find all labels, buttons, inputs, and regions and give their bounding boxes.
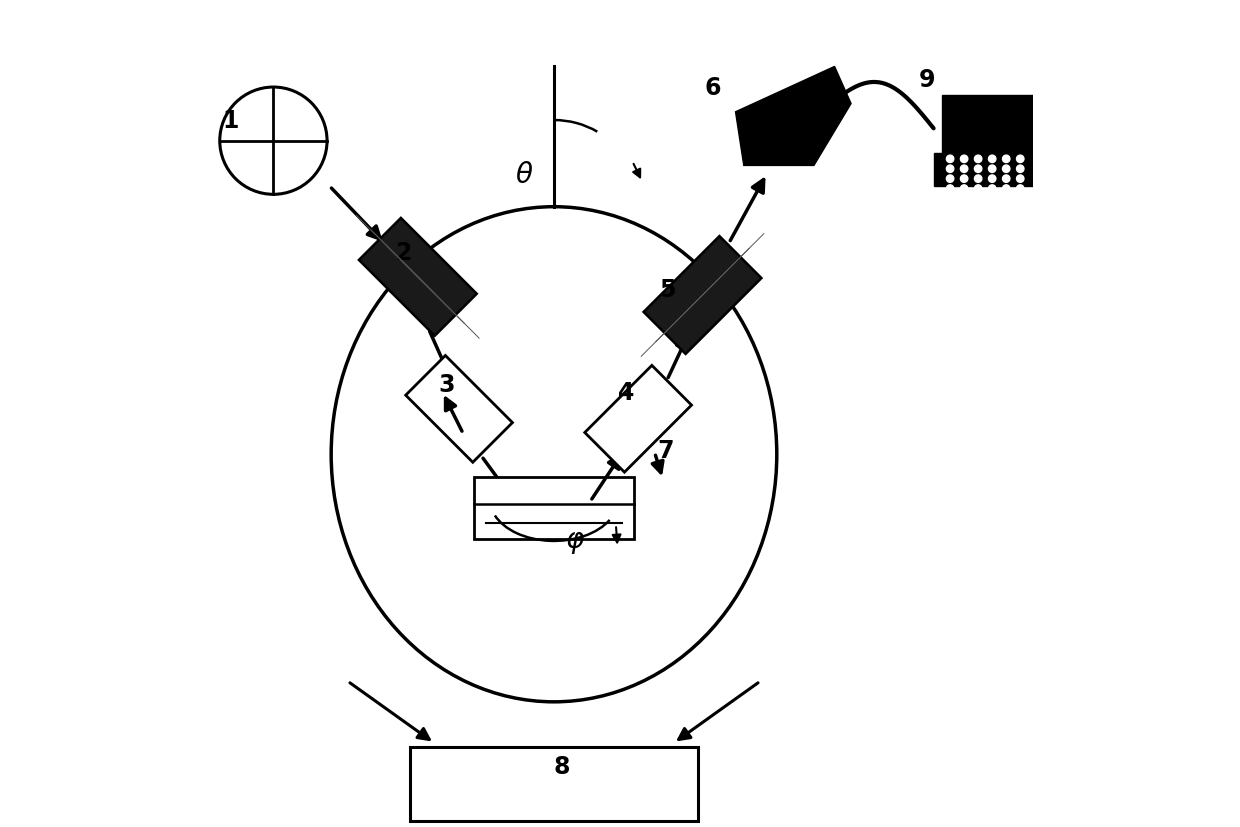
Circle shape: [1017, 175, 1024, 183]
Circle shape: [961, 156, 968, 164]
Circle shape: [975, 185, 982, 193]
Circle shape: [975, 175, 982, 183]
Polygon shape: [934, 154, 1040, 187]
Circle shape: [1002, 166, 1009, 173]
Text: 3: 3: [439, 373, 455, 397]
Circle shape: [1002, 156, 1009, 164]
Bar: [409, 748, 698, 821]
Polygon shape: [644, 237, 761, 355]
Text: 7: 7: [657, 438, 673, 462]
Circle shape: [1017, 185, 1024, 193]
Polygon shape: [942, 96, 1033, 158]
Circle shape: [961, 175, 968, 183]
Text: $\varphi$: $\varphi$: [564, 528, 584, 555]
Circle shape: [975, 166, 982, 173]
Circle shape: [946, 185, 954, 193]
Circle shape: [961, 185, 968, 193]
Text: 4: 4: [618, 381, 634, 405]
Text: 8: 8: [554, 754, 570, 778]
Circle shape: [988, 166, 996, 173]
Circle shape: [946, 175, 954, 183]
Polygon shape: [405, 356, 512, 462]
Polygon shape: [735, 67, 851, 166]
Circle shape: [946, 156, 954, 164]
Text: 2: 2: [396, 241, 412, 265]
Circle shape: [988, 156, 996, 164]
Circle shape: [1002, 175, 1009, 183]
Polygon shape: [585, 366, 692, 472]
Circle shape: [988, 185, 996, 193]
Circle shape: [975, 156, 982, 164]
Text: 6: 6: [706, 76, 722, 100]
Circle shape: [1002, 185, 1009, 193]
Circle shape: [961, 166, 968, 173]
Circle shape: [1017, 156, 1024, 164]
Circle shape: [1017, 166, 1024, 173]
Text: 1: 1: [222, 109, 238, 133]
Polygon shape: [358, 218, 476, 337]
Bar: [474, 477, 635, 539]
Text: 5: 5: [660, 278, 676, 302]
Circle shape: [946, 166, 954, 173]
Circle shape: [988, 175, 996, 183]
Text: 9: 9: [919, 68, 935, 92]
Text: $\theta$: $\theta$: [515, 160, 533, 189]
